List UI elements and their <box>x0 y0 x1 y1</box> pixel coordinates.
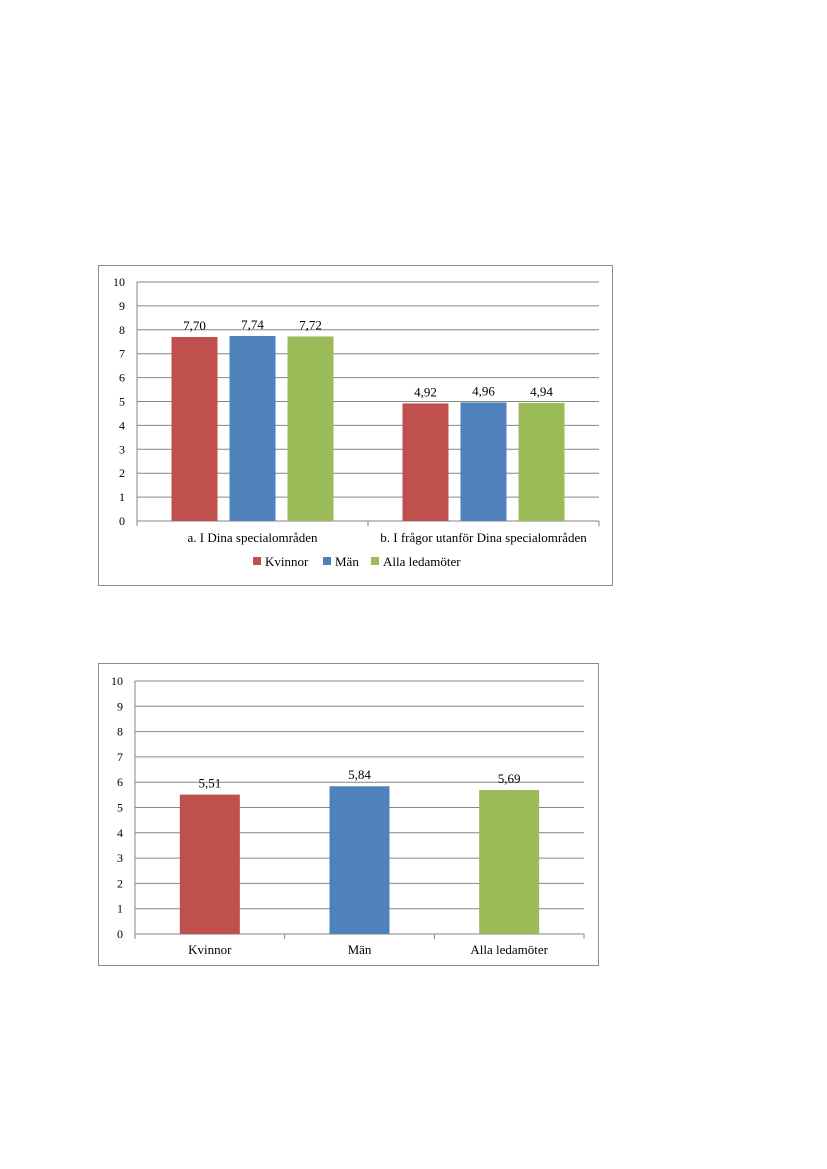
chart-grouped-bar: 0 1 2 3 4 5 6 7 8 9 10 7,70 7,74 7,72 a. I Dina specia… <box>98 265 613 586</box>
y-tick-label: 4 <box>117 826 123 840</box>
bar-kvinnor <box>179 794 240 934</box>
data-label: 4,92 <box>414 384 437 399</box>
data-label: 4,94 <box>530 384 553 399</box>
y-tick-label: 7 <box>119 347 125 361</box>
data-label: 4,96 <box>472 383 495 398</box>
data-label: 5,84 <box>348 767 371 782</box>
x-category-label: Alla ledamöter <box>470 942 548 957</box>
data-label: 7,70 <box>183 318 206 333</box>
y-tick-label: 6 <box>119 371 125 385</box>
y-tick-label: 3 <box>119 442 125 456</box>
y-tick-label: 2 <box>117 876 123 890</box>
y-tick-label: 6 <box>117 775 123 789</box>
data-label: 5,51 <box>198 776 221 791</box>
y-tick-label: 5 <box>117 801 123 815</box>
y-tick-label: 1 <box>119 490 125 504</box>
y-tick-label: 4 <box>119 418 125 432</box>
chart2-svg: 0 1 2 3 4 5 6 7 8 9 10 5,51 Kvinnor 5,84 Män 5,69 Alla l… <box>111 674 585 957</box>
y-tick-label: 0 <box>119 514 125 528</box>
x-category-label: Kvinnor <box>188 942 232 957</box>
legend-label: Kvinnor <box>265 554 309 569</box>
y-tick-label: 3 <box>117 851 123 865</box>
y-tick-label: 9 <box>117 699 123 713</box>
data-label: 5,69 <box>498 771 521 786</box>
y-tick-label: 1 <box>117 902 123 916</box>
bar-man <box>229 336 276 521</box>
y-tick-label: 9 <box>119 299 125 313</box>
legend-label: Män <box>335 554 359 569</box>
chart-simple-bar: 0 1 2 3 4 5 6 7 8 9 10 5,51 Kvinnor 5,84 Män 5,69 Alla l… <box>98 663 599 966</box>
chart1-svg: 0 1 2 3 4 5 6 7 8 9 10 7,70 7,74 7,72 a. I Dina specia… <box>113 275 600 569</box>
y-tick-label: 7 <box>117 750 123 764</box>
y-tick-label: 0 <box>117 927 123 941</box>
bar-alla <box>287 336 334 521</box>
bar-kvinnor <box>171 336 218 521</box>
data-label: 7,74 <box>241 317 264 332</box>
y-tick-label: 10 <box>111 674 123 688</box>
y-tick-label: 2 <box>119 466 125 480</box>
y-tick-label: 5 <box>119 395 125 409</box>
legend-swatch <box>253 557 261 565</box>
bar-alla <box>518 402 565 521</box>
legend-swatch <box>323 557 331 565</box>
bar-man <box>460 402 507 521</box>
x-category-label: Män <box>348 942 372 957</box>
legend-swatch <box>371 557 379 565</box>
legend-label: Alla ledamöter <box>383 554 461 569</box>
bar-kvinnor <box>402 403 449 521</box>
data-label: 7,72 <box>299 317 322 332</box>
bar-man <box>329 786 390 934</box>
x-category-label: b. I frågor utanför Dina specialområden <box>380 530 587 545</box>
x-category-label: a. I Dina specialområden <box>188 530 318 545</box>
bar-alla <box>479 790 540 934</box>
y-tick-label: 8 <box>117 725 123 739</box>
y-tick-label: 8 <box>119 323 125 337</box>
y-tick-label: 10 <box>113 275 125 289</box>
